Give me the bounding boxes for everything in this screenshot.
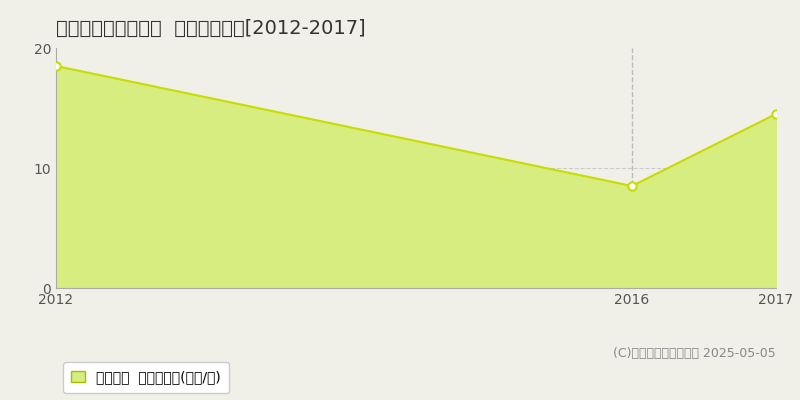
- Text: 加古郡播磨町北古田  土地価格推移[2012-2017]: 加古郡播磨町北古田 土地価格推移[2012-2017]: [56, 19, 366, 38]
- Legend: 土地価格  平均坪単価(万円/坪): 土地価格 平均坪単価(万円/坪): [63, 362, 230, 393]
- Text: (C)土地価格ドットコム 2025-05-05: (C)土地価格ドットコム 2025-05-05: [614, 347, 776, 360]
